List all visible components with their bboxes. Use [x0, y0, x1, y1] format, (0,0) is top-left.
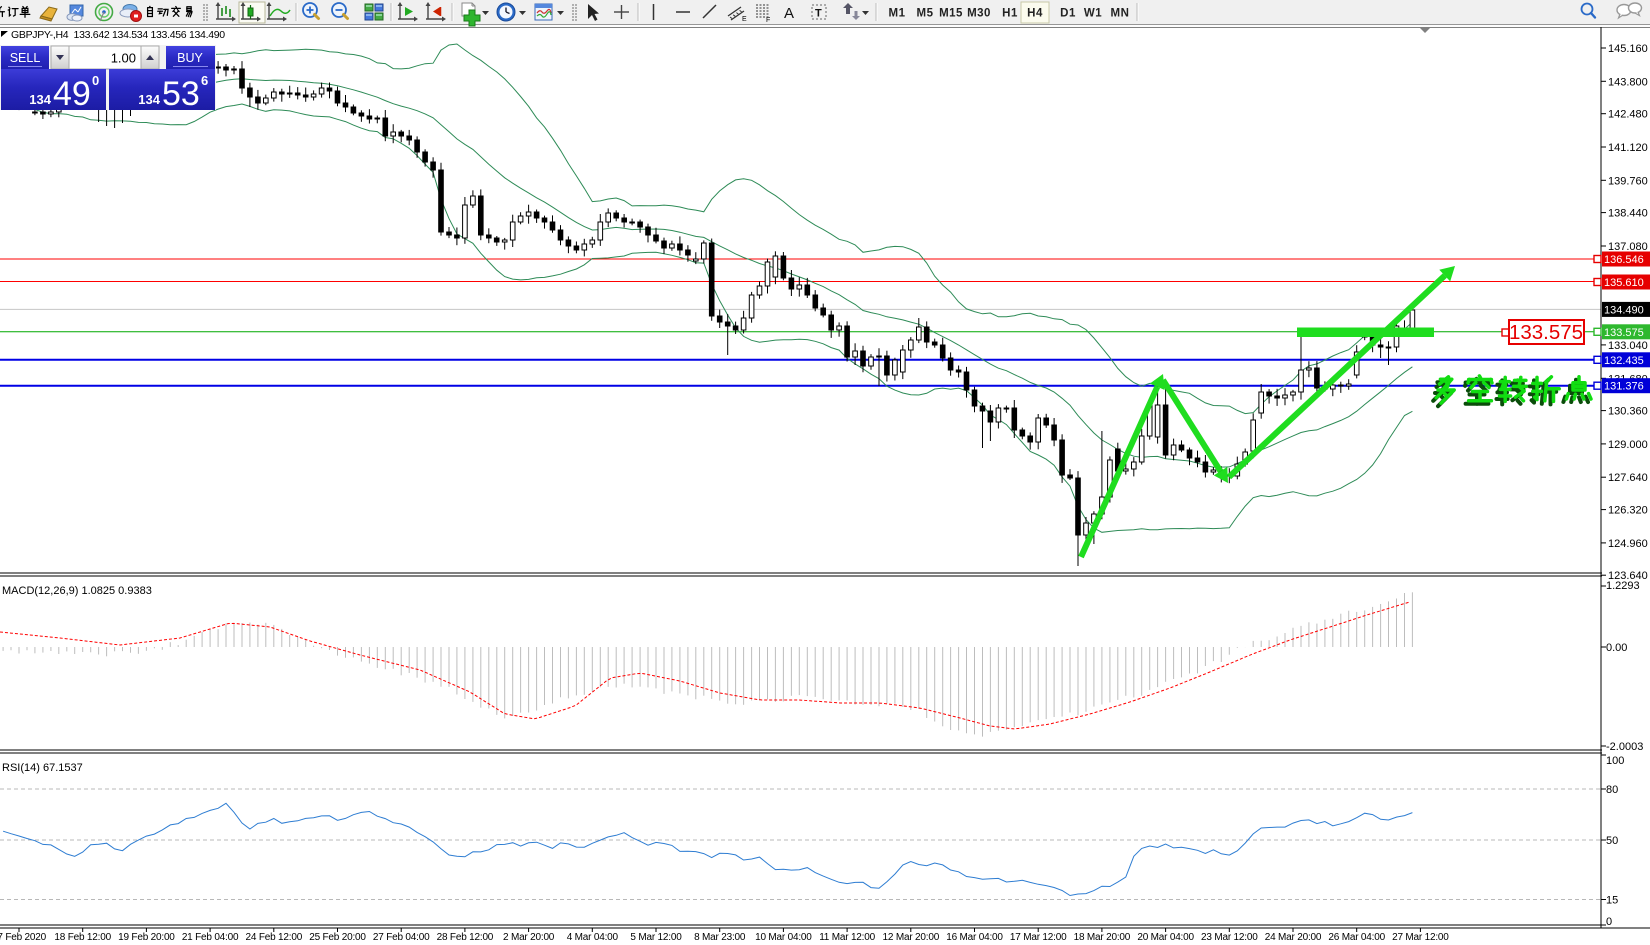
svg-text:2 Mar 20:00: 2 Mar 20:00 — [503, 932, 555, 943]
svg-text:127.640: 127.640 — [1608, 472, 1648, 484]
svg-text:20 Mar 04:00: 20 Mar 04:00 — [1137, 932, 1194, 943]
svg-text:D1: D1 — [1060, 8, 1076, 20]
svg-text:19 Feb 20:00: 19 Feb 20:00 — [118, 932, 175, 943]
svg-text:0: 0 — [1606, 916, 1612, 928]
svg-text:137.080: 137.080 — [1608, 241, 1648, 253]
svg-text:53: 53 — [162, 75, 200, 113]
svg-text:M15: M15 — [939, 8, 963, 20]
svg-text:49: 49 — [53, 75, 91, 113]
svg-text:0: 0 — [92, 73, 99, 88]
svg-text:4 Mar 04:00: 4 Mar 04:00 — [567, 932, 619, 943]
svg-text:H1: H1 — [1002, 8, 1018, 20]
svg-text:-2.0003: -2.0003 — [1606, 741, 1643, 753]
svg-text:28 Feb 12:00: 28 Feb 12:00 — [437, 932, 494, 943]
svg-text:130.360: 130.360 — [1608, 406, 1648, 418]
svg-text:11 Mar 12:00: 11 Mar 12:00 — [819, 932, 875, 943]
svg-text:129.000: 129.000 — [1608, 439, 1648, 451]
svg-text:133.040: 133.040 — [1608, 340, 1648, 352]
svg-text:134: 134 — [138, 92, 160, 107]
svg-text:17 Feb 2020: 17 Feb 2020 — [0, 932, 47, 943]
svg-text:M30: M30 — [967, 8, 991, 20]
svg-text:27 Mar 12:00: 27 Mar 12:00 — [1392, 932, 1449, 943]
svg-text:24 Feb 12:00: 24 Feb 12:00 — [246, 932, 303, 943]
svg-text:6: 6 — [201, 73, 208, 88]
svg-text:21 Feb 04:00: 21 Feb 04:00 — [182, 932, 239, 943]
svg-text:18 Feb 12:00: 18 Feb 12:00 — [54, 932, 111, 943]
svg-text:134: 134 — [29, 92, 51, 107]
svg-text:16 Mar 04:00: 16 Mar 04:00 — [946, 932, 1003, 943]
svg-text:50: 50 — [1606, 835, 1618, 847]
svg-text:0.00: 0.00 — [1606, 642, 1627, 654]
svg-text:5 Mar 12:00: 5 Mar 12:00 — [630, 932, 682, 943]
svg-text:T: T — [815, 8, 822, 20]
svg-text:26 Mar 04:00: 26 Mar 04:00 — [1328, 932, 1385, 943]
svg-text:136.546: 136.546 — [1604, 254, 1644, 266]
svg-text:25 Feb 20:00: 25 Feb 20:00 — [309, 932, 366, 943]
svg-text:141.120: 141.120 — [1608, 142, 1648, 154]
svg-text:M5: M5 — [917, 8, 934, 20]
svg-text:15: 15 — [1606, 895, 1618, 907]
svg-text:124.960: 124.960 — [1608, 538, 1648, 550]
svg-text:E: E — [742, 16, 747, 23]
svg-text:27 Feb 04:00: 27 Feb 04:00 — [373, 932, 430, 943]
svg-text:123.640: 123.640 — [1608, 570, 1648, 582]
svg-text:10 Mar 04:00: 10 Mar 04:00 — [755, 932, 812, 943]
svg-text:133.575: 133.575 — [1604, 327, 1644, 339]
svg-text:SELL: SELL — [10, 51, 41, 65]
svg-text:1.2293: 1.2293 — [1606, 580, 1640, 592]
svg-text:M1: M1 — [889, 8, 906, 20]
svg-text:GBPJPY-,H4 133.642 134.534 13: GBPJPY-,H4 133.642 134.534 133.456 134.4… — [11, 29, 225, 41]
svg-text:135.610: 135.610 — [1604, 277, 1644, 289]
svg-text:133.575: 133.575 — [1509, 321, 1583, 344]
svg-text:F: F — [766, 17, 770, 24]
svg-text:MACD(12,26,9) 1.0825 0.9383: MACD(12,26,9) 1.0825 0.9383 — [2, 585, 152, 597]
svg-text:138.440: 138.440 — [1608, 208, 1648, 220]
svg-text:18 Mar 20:00: 18 Mar 20:00 — [1074, 932, 1131, 943]
svg-text:132.435: 132.435 — [1604, 355, 1644, 367]
svg-text:24 Mar 20:00: 24 Mar 20:00 — [1265, 932, 1322, 943]
svg-text:1.00: 1.00 — [111, 51, 136, 66]
svg-text:139.760: 139.760 — [1608, 175, 1648, 187]
svg-text:131.376: 131.376 — [1604, 381, 1644, 393]
svg-text:134.490: 134.490 — [1604, 304, 1644, 316]
svg-text:100: 100 — [1606, 755, 1624, 767]
svg-text:A: A — [784, 5, 794, 22]
svg-text:BUY: BUY — [177, 51, 203, 65]
svg-text:W1: W1 — [1084, 8, 1102, 20]
svg-text:17 Mar 12:00: 17 Mar 12:00 — [1010, 932, 1067, 943]
svg-text:143.800: 143.800 — [1608, 76, 1648, 88]
svg-text:126.320: 126.320 — [1608, 505, 1648, 517]
svg-text:23 Mar 12:00: 23 Mar 12:00 — [1201, 932, 1258, 943]
svg-text:8 Mar 23:00: 8 Mar 23:00 — [694, 932, 746, 943]
svg-text:H4: H4 — [1027, 8, 1043, 20]
svg-text:RSI(14) 67.1537: RSI(14) 67.1537 — [2, 762, 83, 774]
svg-text:MN: MN — [1111, 8, 1130, 20]
svg-text:12 Mar 20:00: 12 Mar 20:00 — [883, 932, 940, 943]
svg-text:145.160: 145.160 — [1608, 43, 1648, 55]
svg-text:80: 80 — [1606, 784, 1618, 796]
svg-text:142.480: 142.480 — [1608, 109, 1648, 121]
